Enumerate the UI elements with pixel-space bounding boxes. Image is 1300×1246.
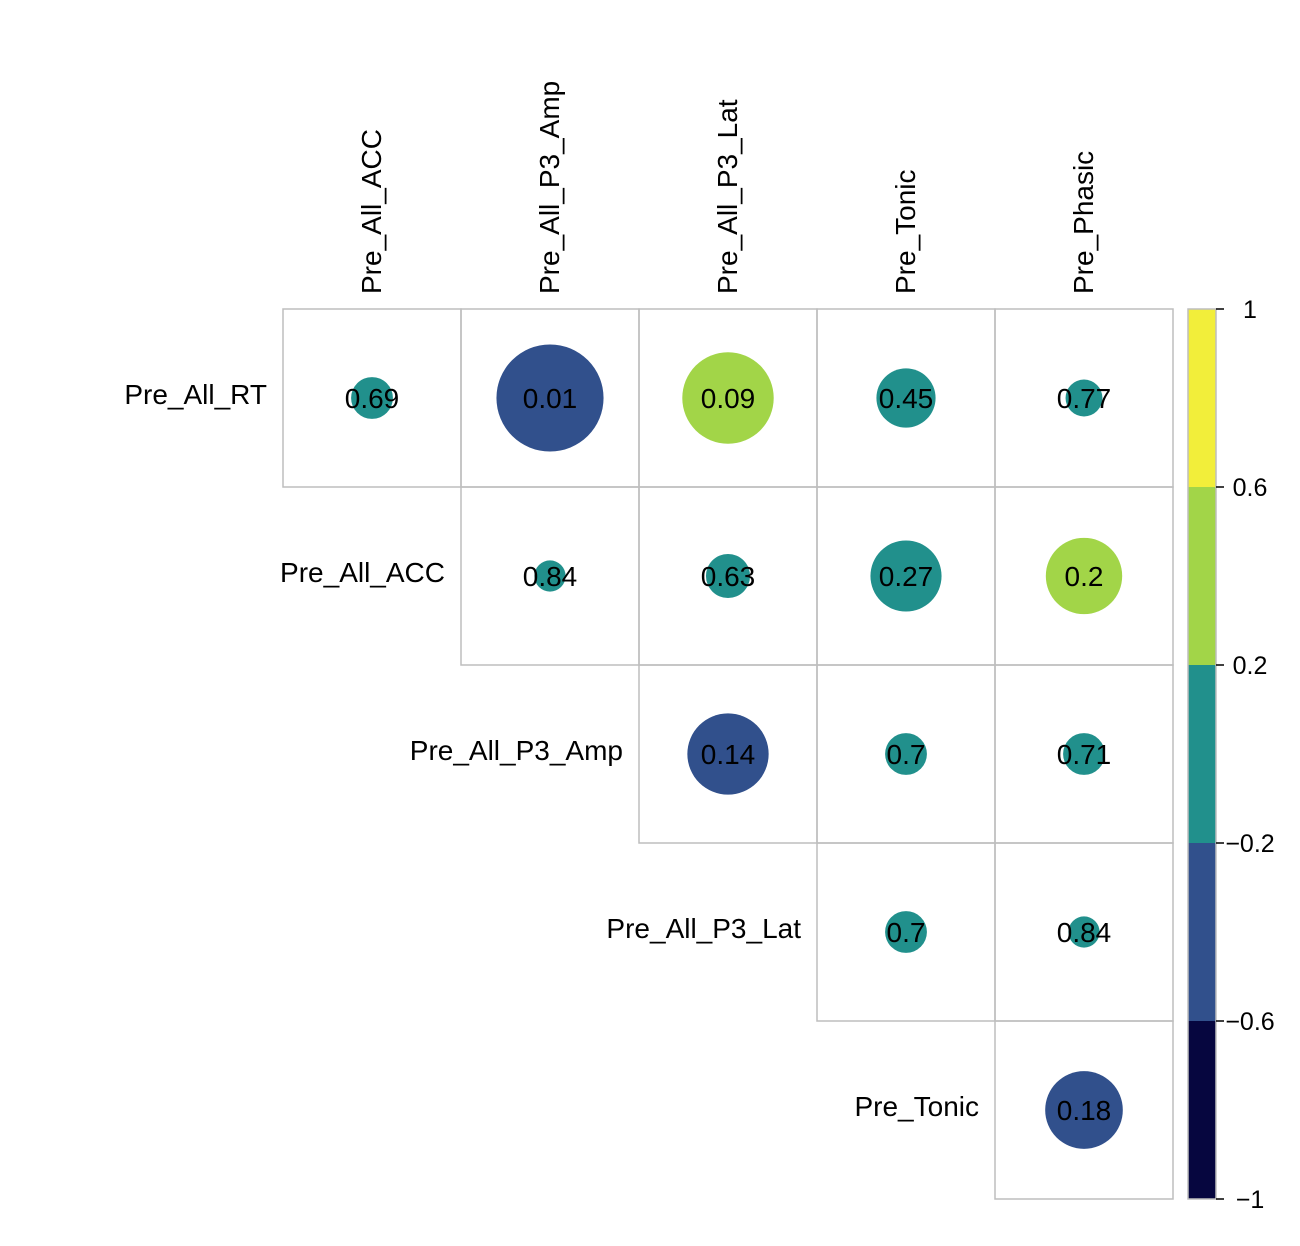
corr-circle <box>1063 733 1105 775</box>
colorbar-frame <box>1187 308 1217 1200</box>
colorbar-band <box>1188 487 1216 665</box>
corr-circle <box>870 540 942 612</box>
p-value-label: 0.69 <box>345 383 400 414</box>
colorbar-tick-label: −1 <box>1236 1186 1265 1214</box>
p-value-label: 0.7 <box>887 739 926 770</box>
corr-circle <box>1068 916 1100 948</box>
corr-circle <box>682 352 774 444</box>
p-value-label: 0.14 <box>701 739 756 770</box>
p-value-label: 0.01 <box>523 383 578 414</box>
p-value-label: 0.27 <box>879 561 934 592</box>
p-value-label: 0.18 <box>1057 1095 1112 1126</box>
p-value-label: 0.71 <box>1057 739 1112 770</box>
p-value-label: 0.2 <box>1065 561 1104 592</box>
p-value-label: 0.77 <box>1057 383 1112 414</box>
colorbar-tick-label: −0.2 <box>1225 830 1274 858</box>
corr-circle <box>351 377 393 419</box>
corr-circle <box>885 733 927 775</box>
row-label: Pre_All_ACC <box>280 557 445 588</box>
corr-circle <box>1065 379 1103 417</box>
corr-circle <box>496 344 604 452</box>
column-label: Pre_All_P3_Amp <box>534 81 565 294</box>
p-value-label: 0.84 <box>1057 917 1112 948</box>
circles <box>351 344 1123 1149</box>
corr-circle <box>876 368 936 428</box>
corr-circle <box>687 713 769 795</box>
row-labels: Pre_All_RT Pre_All_ACC Pre_All_P3_Amp Pre_A… <box>124 379 979 1122</box>
row-label: Pre_All_P3_Lat <box>606 913 801 944</box>
column-labels: Pre_All_ACC Pre_All_P3_Amp Pre_All_P3_Lat P… <box>356 81 1099 294</box>
column-label: Pre_Phasic <box>1068 151 1099 294</box>
grid-cell <box>994 1020 1174 1200</box>
value-labels: 0.69 0.01 0.09 0.45 0.77 0.84 0.63 0.27 0.2 0.14 0… <box>345 383 1112 1126</box>
corr-circle <box>1045 537 1123 615</box>
colorbar-tick-label: 0.6 <box>1233 474 1268 502</box>
p-value-label: 0.63 <box>701 561 756 592</box>
colorbar-band <box>1188 309 1216 487</box>
colorbar-band <box>1188 843 1216 1021</box>
column-label: Pre_All_P3_Lat <box>712 99 743 294</box>
colorbar-band <box>1188 665 1216 843</box>
column-label: Pre_Tonic <box>890 169 921 294</box>
colorbar-tick-label: −0.6 <box>1225 1008 1274 1036</box>
corr-circle <box>885 911 927 953</box>
p-value-label: 0.45 <box>879 383 934 414</box>
p-value-label: 0.09 <box>701 383 756 414</box>
colorbar-tick-label: 1 <box>1243 296 1257 324</box>
p-value-label: 0.7 <box>887 917 926 948</box>
row-label: Pre_Tonic <box>854 1091 979 1122</box>
column-label: Pre_All_ACC <box>356 129 387 294</box>
color-legend: 1 0.6 0.2 −0.2 −0.6 −1 <box>1187 296 1275 1214</box>
corr-circle <box>705 553 751 599</box>
corr-circle <box>534 560 566 592</box>
colorbar-band <box>1188 1021 1216 1199</box>
p-value-label: 0.84 <box>523 561 578 592</box>
grid <box>282 308 1174 1200</box>
row-label: Pre_All_RT <box>124 379 267 410</box>
corr-circle <box>1045 1071 1123 1149</box>
colorbar-tick-label: 0.2 <box>1233 652 1268 680</box>
row-label: Pre_All_P3_Amp <box>410 735 623 766</box>
